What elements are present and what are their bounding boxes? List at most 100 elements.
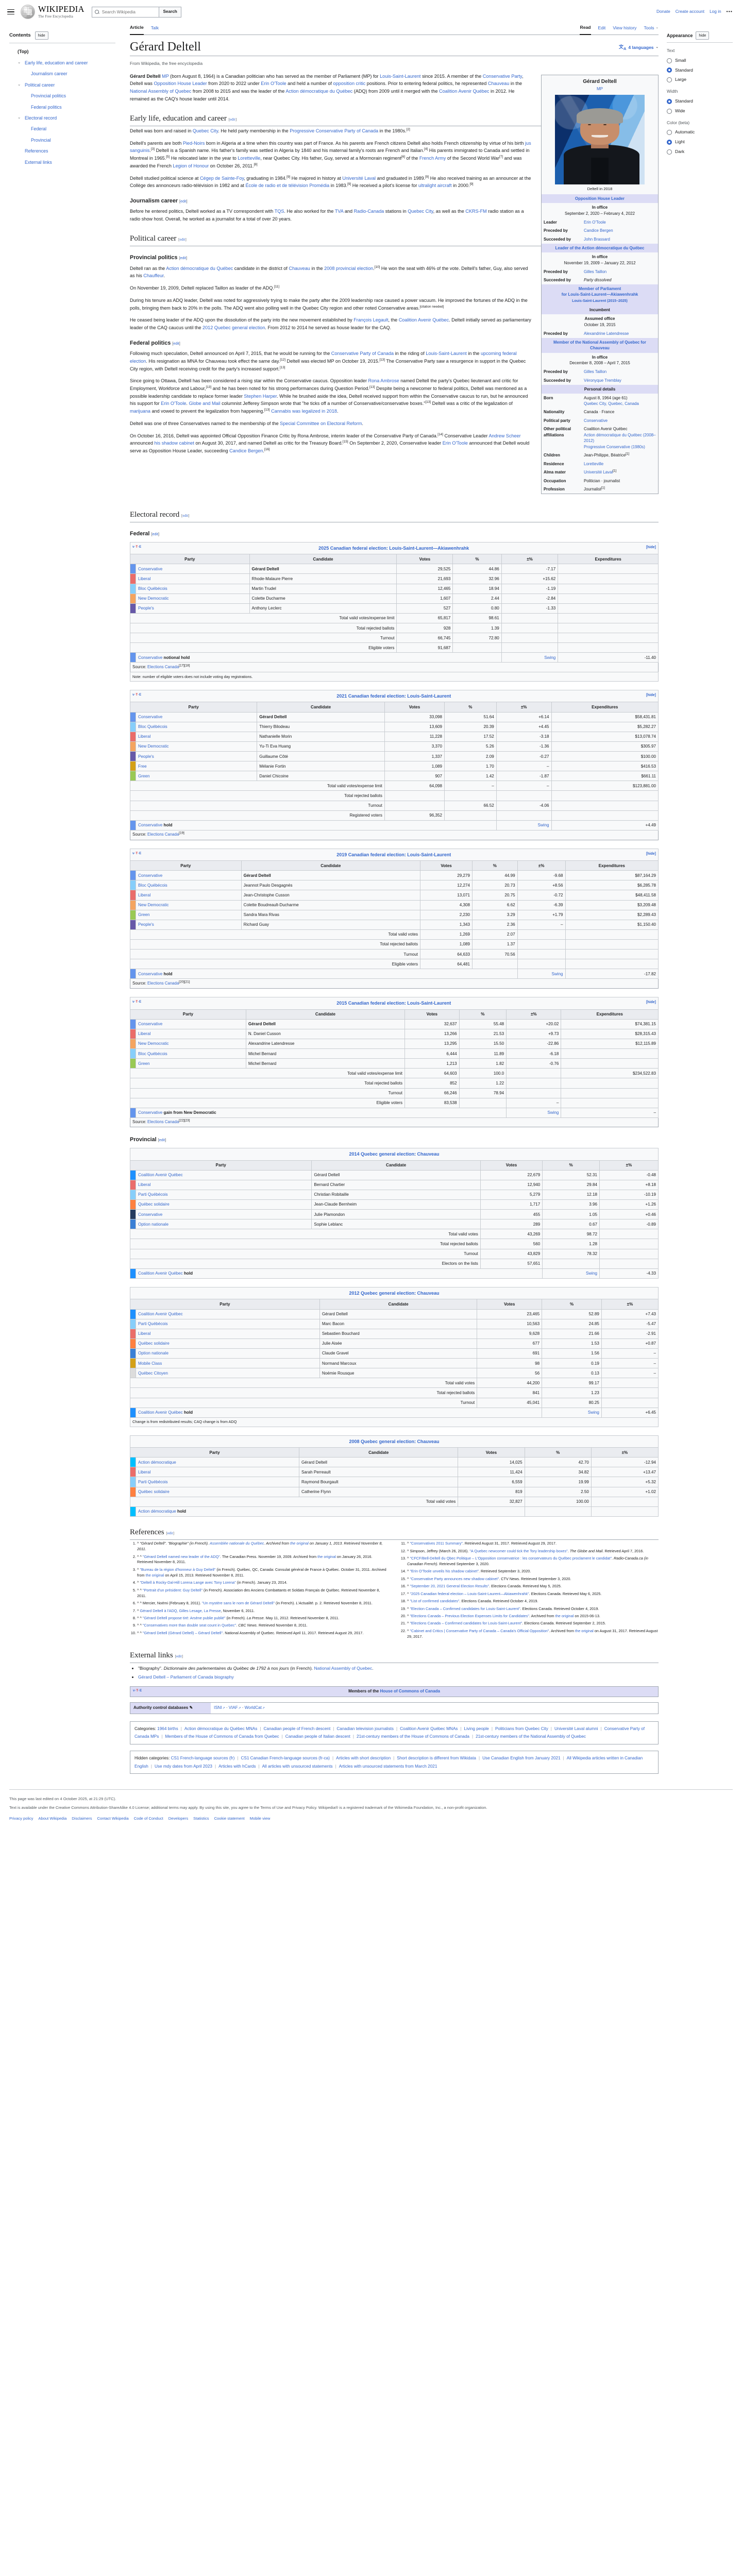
footer-link[interactable]: Statistics [193,1816,209,1821]
hidden-category-link[interactable]: Use mdy dates from April 2023 [155,1764,212,1769]
toc-item-journalism-career[interactable]: Journalism career [9,69,115,79]
vte-links[interactable]: v·T·E [132,692,142,697]
appearance-option-wide[interactable]: Wide [667,108,733,115]
category-link[interactable]: Canadian television journalists [336,1726,394,1731]
hidden-category-link[interactable]: All articles with unsourced statements [262,1764,333,1769]
authority-link[interactable]: ISNI [214,1705,225,1710]
infobox-portrait-photo[interactable] [555,94,645,184]
toc-item-label[interactable]: Political career [25,82,55,88]
authority-link[interactable]: WorldCat [245,1705,265,1710]
toc-item-early-life-education-and-career[interactable]: ⌄ Early life, education and career [9,57,115,68]
tool-edit[interactable]: Edit [598,25,606,30]
tab-article[interactable]: Article [130,24,144,35]
chevron-down-icon[interactable]: ⌄ [18,115,21,120]
appearance-option-standard[interactable]: Standard [667,98,733,105]
tool-view-history[interactable]: View history [613,25,637,30]
vte-links[interactable]: v·T·E [133,1688,142,1692]
category-link[interactable]: Action démocratique du Québec MNAs [184,1726,258,1731]
appearance-option-light[interactable]: Light [667,139,733,146]
radio-button-icon[interactable] [667,108,672,114]
search-form[interactable]: Search [91,6,181,18]
toc-item-federal-politics[interactable]: Federal politics [9,101,115,112]
login-link[interactable]: Log in [710,9,721,14]
radio-button-icon[interactable] [667,67,672,73]
donate-link[interactable]: Donate [656,9,670,14]
appearance-option-automatic[interactable]: Automatic [667,129,733,136]
external-link-item[interactable]: "Biography". Dictionnaire des parlementa… [138,1665,659,1672]
footer-link[interactable]: Code of Conduct [133,1816,163,1821]
hide-link[interactable]: [hide] [646,1001,656,1005]
footer-link[interactable]: Privacy policy [9,1816,33,1821]
footer-link[interactable]: About Wikipedia [38,1816,67,1821]
footer-link[interactable]: Mobile view [249,1816,271,1821]
hidden-category-link[interactable]: Use Canadian English from January 2021 [482,1756,561,1760]
appearance-option-large[interactable]: Large [667,76,733,83]
hidden-category-link[interactable]: Short description is different from Wiki… [397,1756,476,1760]
toc-item-label[interactable]: Provincial politics [31,93,66,99]
hide-link[interactable]: [hide] [646,693,656,697]
vte-links[interactable]: v·T·E [132,545,142,549]
search-input[interactable] [100,9,157,15]
toc-item-label[interactable]: Electoral record [25,115,57,121]
infobox-postnominal[interactable]: MP [597,87,603,92]
category-link[interactable]: Living people [464,1726,489,1731]
footer-link[interactable]: Contact Wikipedia [97,1816,129,1821]
radio-button-icon[interactable] [667,140,672,145]
category-link[interactable]: 1964 births [157,1726,178,1731]
category-link[interactable]: Université Laval alumni [554,1726,598,1731]
category-link[interactable]: Conservative Party of Canada MPs [134,1726,645,1739]
hidden-category-link[interactable]: Articles with unsourced statements from … [339,1764,437,1769]
toc-item-references[interactable]: References [9,146,115,157]
category-link[interactable]: 21st-century members of the National Ass… [476,1734,586,1739]
tools-menu[interactable]: Tools ⌄ [644,25,659,30]
footer-link[interactable]: Cookie statement [214,1816,245,1821]
toc-item-label[interactable]: Provincial [31,137,51,143]
authority-link[interactable]: VIAF [229,1705,241,1710]
toc-item-label[interactable]: External links [25,159,52,165]
chevron-down-icon[interactable]: ⌄ [18,81,21,87]
toc-item-label[interactable]: Federal politics [31,104,62,110]
more-options-icon[interactable]: ••• [726,9,733,14]
toc-item-electoral-record[interactable]: ⌄ Electoral record [9,113,115,124]
chevron-down-icon[interactable]: ⌄ [18,59,21,64]
toc-hide-button[interactable]: hide [35,31,48,40]
hidden-category-link[interactable]: Articles with short description [336,1756,391,1760]
tab-talk[interactable]: Talk [150,25,159,30]
toc-item-label[interactable]: References [25,148,48,154]
appearance-option-standard[interactable]: Standard [667,67,733,74]
toc-item-federal[interactable]: Federal [9,124,115,134]
vte-links[interactable]: v·T·E [132,1000,142,1004]
hidden-category-link[interactable]: CS1 French-language sources (fr) [171,1756,235,1760]
radio-button-icon[interactable] [667,98,672,104]
footer-link[interactable]: Disclaimers [72,1816,92,1821]
toc-item-provincial-politics[interactable]: Provincial politics [9,91,115,101]
radio-button-icon[interactable] [667,58,672,63]
appearance-hide-button[interactable]: hide [696,31,710,40]
vte-links[interactable]: v·T·E [132,851,142,855]
hidden-category-link[interactable]: Articles with hCards [218,1764,256,1769]
category-link[interactable]: Coalition Avenir Québec MNAs [400,1726,458,1731]
toc-item-top[interactable]: (Top) [18,49,29,55]
category-link[interactable]: Politicians from Quebec City [495,1726,548,1731]
category-link[interactable]: Canadian people of French descent [263,1726,331,1731]
radio-button-icon[interactable] [667,149,672,155]
category-link[interactable]: Canadian people of Italian descent [285,1734,350,1739]
toc-item-external-links[interactable]: External links [9,157,115,167]
hidden-category-link[interactable]: All Wikipedia articles written in Canadi… [134,1756,643,1769]
appearance-option-dark[interactable]: Dark [667,148,733,156]
radio-button-icon[interactable] [667,130,672,135]
toc-item-political-career[interactable]: ⌄ Political career [9,79,115,90]
toc-item-provincial[interactable]: Provincial [9,134,115,145]
toc-item-label[interactable]: Federal [31,126,47,132]
category-link[interactable]: Members of the House of Commons of Canad… [165,1734,279,1739]
footer-link[interactable]: Developers [168,1816,189,1821]
toc-item-label[interactable]: Journalism career [31,71,68,77]
hide-link[interactable]: [hide] [646,852,656,856]
tool-read[interactable]: Read [580,24,591,35]
language-selector[interactable]: 文A 4 languages ⌄ [619,35,659,52]
create-account-link[interactable]: Create account [675,9,705,14]
external-link-item[interactable]: Gérard Deltell – Parliament of Canada bi… [138,1674,659,1681]
navbox-title-link[interactable]: House of Commons of Canada [380,1688,440,1693]
appearance-option-small[interactable]: Small [667,57,733,64]
hidden-category-link[interactable]: CS1 Canadian French-language sources (fr… [241,1756,330,1760]
